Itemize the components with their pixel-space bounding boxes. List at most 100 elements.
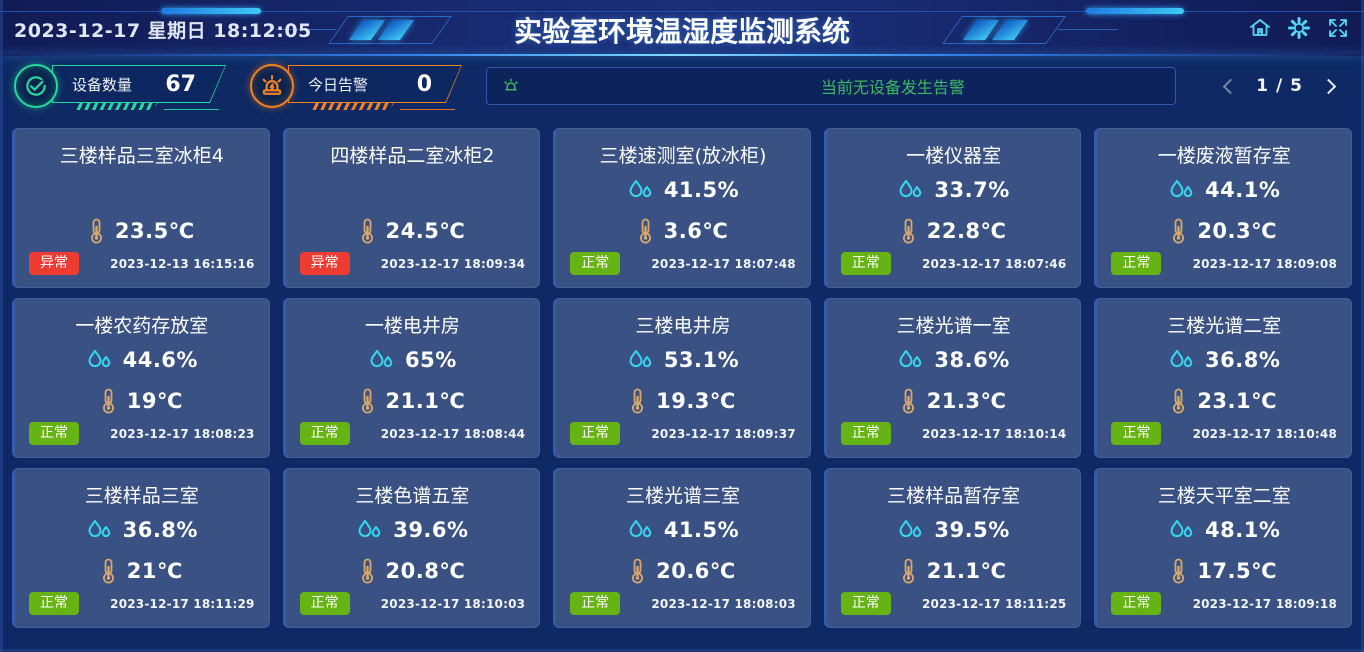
sensor-readings: 48.1% 17.5℃ [1111, 508, 1337, 592]
page-title: 实验室环境温湿度监测系统 [513, 15, 851, 48]
gear-icon[interactable] [1287, 16, 1311, 40]
sensor-card[interactable]: 三楼天平室二室 48.1% 17.5℃ 正常 2023-12-17 18:09:… [1094, 468, 1352, 628]
card-footer: 正常 2023-12-17 18:11:25 [840, 592, 1067, 615]
sensor-card[interactable]: 三楼样品三室 36.8% 21℃ 正常 2023-12-17 18:11:29 [12, 468, 270, 628]
cards-grid: 三楼样品三室冰柜4 23.5℃ 异常 2023-12-13 16:15:16 四… [0, 116, 1364, 652]
sensor-card[interactable]: 三楼样品三室冰柜4 23.5℃ 异常 2023-12-13 16:15:16 [12, 128, 270, 288]
sensor-readings: 39.5% 21.1℃ [841, 508, 1067, 592]
temperature-value: 19.3℃ [656, 388, 736, 413]
device-count-label: 设备数量 [72, 75, 133, 94]
card-footer: 正常 2023-12-17 18:09:18 [1111, 592, 1337, 615]
status-badge: 正常 [1111, 592, 1162, 615]
fullscreen-icon[interactable] [1326, 16, 1350, 40]
temperature-value: 19℃ [126, 388, 183, 413]
humidity-icon [368, 348, 394, 372]
card-footer: 正常 2023-12-17 18:11:29 [29, 592, 255, 615]
temperature-reading: 3.6℃ [570, 217, 796, 245]
header-deco-bar-left [161, 8, 261, 14]
card-footer: 正常 2023-12-17 18:09:08 [1111, 252, 1337, 275]
timestamp: 2023-12-17 18:07:46 [921, 256, 1067, 271]
humidity-reading: 53.1% [570, 346, 796, 374]
sensor-readings: 36.8% 23.1℃ [1111, 338, 1337, 422]
card-footer: 正常 2023-12-17 18:08:44 [299, 422, 526, 445]
thermometer-icon [901, 388, 916, 414]
humidity-icon [1168, 518, 1194, 542]
humidity-reading: 48.1% [1111, 516, 1337, 544]
sensor-card[interactable]: 一楼农药存放室 44.6% 19℃ 正常 2023-12-17 18:08:23 [12, 298, 270, 458]
status-badge: 正常 [299, 592, 350, 615]
thermometer-icon [1171, 388, 1186, 414]
temperature-value: 21.1℃ [926, 558, 1007, 583]
card-footer: 正常 2023-12-17 18:10:03 [299, 592, 526, 615]
humidity-reading: 36.8% [29, 516, 255, 544]
sensor-card[interactable]: 一楼电井房 65% 21.1℃ 正常 2023-12-17 18:08:44 [282, 298, 541, 458]
sensor-readings: 36.8% 21℃ [29, 508, 255, 592]
humidity-icon [627, 518, 653, 542]
device-stat-hatch [72, 103, 158, 110]
next-page-button[interactable] [1320, 78, 1337, 94]
temperature-reading: 23.1℃ [1111, 387, 1337, 415]
room-name: 三楼天平室二室 [1157, 485, 1291, 507]
sensor-card[interactable]: 三楼光谱二室 36.8% 23.1℃ 正常 2023-12-17 18:10:4… [1094, 298, 1352, 458]
sensor-readings: 41.5% 20.6℃ [570, 508, 796, 592]
alarm-banner: 当前无设备发生告警 [486, 67, 1176, 105]
room-name: 三楼光谱二室 [1167, 315, 1282, 337]
humidity-value: 41.5% [663, 517, 740, 542]
sensor-card[interactable]: 三楼速测室(放冰柜) 41.5% 3.6℃ 正常 2023-12-17 18:0… [553, 128, 811, 288]
header-deco-bar-right [1086, 8, 1184, 14]
humidity-reading: 44.1% [1111, 176, 1337, 204]
status-badge: 正常 [1111, 252, 1162, 275]
sensor-card[interactable]: 三楼光谱三室 41.5% 20.6℃ 正常 2023-12-17 18:08:0… [553, 468, 811, 628]
card-footer: 正常 2023-12-17 18:09:37 [570, 422, 796, 445]
sensor-readings: 33.7% 22.8℃ [841, 168, 1067, 252]
home-icon[interactable] [1248, 16, 1272, 40]
humidity-value: 36.8% [1205, 347, 1281, 372]
humidity-value: 33.7% [934, 177, 1010, 202]
room-name: 三楼光谱三室 [625, 485, 740, 507]
alarm-stat-hatch [308, 103, 394, 110]
sensor-card[interactable]: 三楼电井房 53.1% 19.3℃ 正常 2023-12-17 18:09:37 [553, 298, 811, 458]
timestamp: 2023-12-17 18:09:08 [1192, 256, 1337, 271]
header-ornament-left [276, 16, 452, 44]
sensor-readings: 44.6% 19℃ [29, 338, 255, 422]
temperature-reading: 21℃ [29, 557, 255, 585]
card-footer: 正常 2023-12-17 18:10:14 [840, 422, 1067, 445]
status-badge: 正常 [29, 422, 79, 445]
timestamp: 2023-12-17 18:08:44 [380, 426, 526, 441]
status-badge: 异常 [299, 252, 350, 275]
timestamp: 2023-12-17 18:11:29 [110, 596, 255, 611]
sensor-card[interactable]: 四楼样品二室冰柜2 24.5℃ 异常 2023-12-17 18:09:34 [282, 128, 541, 288]
status-badge: 正常 [570, 422, 621, 445]
humidity-reading: 65% [300, 346, 526, 374]
temperature-value: 22.8℃ [926, 218, 1007, 243]
temperature-value: 21.1℃ [385, 388, 466, 413]
sensor-card[interactable]: 一楼废液暂存室 44.1% 20.3℃ 正常 2023-12-17 18:09:… [1094, 128, 1352, 288]
card-footer: 正常 2023-12-17 18:07:46 [840, 252, 1067, 275]
thermometer-icon [360, 558, 375, 584]
room-name: 三楼电井房 [635, 315, 731, 337]
room-name: 一楼电井房 [364, 315, 460, 337]
status-badge: 正常 [570, 252, 621, 275]
humidity-icon [897, 178, 923, 202]
humidity-reading: 36.8% [1111, 346, 1337, 374]
card-footer: 正常 2023-12-17 18:07:48 [570, 252, 796, 275]
prev-page-button[interactable] [1223, 78, 1239, 94]
status-badge: 正常 [1111, 422, 1162, 445]
humidity-value: 36.8% [122, 517, 198, 542]
sensor-card[interactable]: 三楼光谱一室 38.6% 21.3℃ 正常 2023-12-17 18:10:1… [823, 298, 1082, 458]
humidity-reading: 33.7% [841, 176, 1067, 204]
header-glow-line [0, 54, 1364, 56]
thermometer-icon [901, 558, 916, 584]
sensor-card[interactable]: 一楼仪器室 33.7% 22.8℃ 正常 2023-12-17 18:07:46 [823, 128, 1082, 288]
humidity-icon [1168, 348, 1194, 372]
device-count-value: 67 [165, 71, 196, 97]
sensor-readings: 24.5℃ [300, 168, 526, 252]
humidity-icon [86, 348, 112, 372]
thermometer-icon [1171, 218, 1186, 244]
sensor-card[interactable]: 三楼色谱五室 39.6% 20.8℃ 正常 2023-12-17 18:10:0… [282, 468, 541, 628]
header-icons [1248, 16, 1350, 40]
timestamp: 2023-12-13 16:15:16 [110, 256, 255, 271]
status-badge: 正常 [840, 592, 891, 615]
timestamp: 2023-12-17 18:11:25 [921, 596, 1067, 611]
sensor-card[interactable]: 三楼样品暂存室 39.5% 21.1℃ 正常 2023-12-17 18:11:… [823, 468, 1082, 628]
